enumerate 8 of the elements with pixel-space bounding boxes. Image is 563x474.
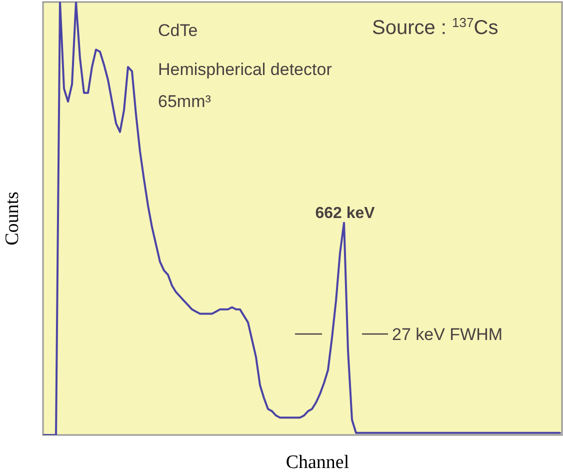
- y-axis-title: Counts: [2, 192, 23, 246]
- annotation: 65mm³: [158, 92, 212, 111]
- annotation: 662 keV: [315, 205, 376, 222]
- annotation: CdTe: [158, 21, 198, 40]
- x-axis-title: Channel: [286, 452, 350, 473]
- annotation: Source : $^{137}$Cs: [372, 14, 498, 39]
- annotation: 27 keV FWHM: [392, 325, 503, 344]
- annotation: Hemispherical detector: [158, 60, 332, 79]
